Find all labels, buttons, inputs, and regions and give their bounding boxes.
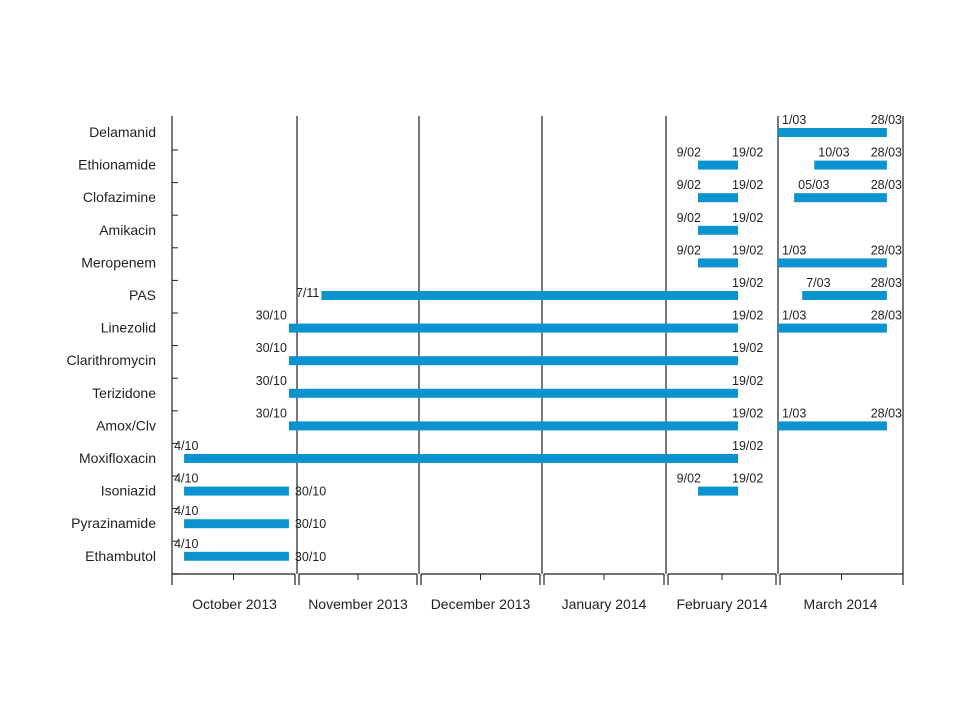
- treatment-bar: [698, 225, 738, 235]
- month-tick-label: October 2013: [192, 596, 277, 612]
- treatment-bar: [802, 291, 887, 300]
- drug-label: Delamanid: [89, 124, 156, 140]
- bar-end-label: 28/03: [871, 113, 902, 127]
- treatment-bar: [698, 193, 738, 203]
- treatment-bar: [778, 258, 887, 268]
- treatment-bar: [288, 323, 738, 333]
- drug-label: Meropenem: [81, 254, 156, 270]
- bar-start-label: 1/03: [782, 243, 806, 257]
- bar-start-label: 9/02: [677, 472, 701, 486]
- treatment-bar: [184, 519, 289, 529]
- bar-start-label: 10/03: [818, 146, 849, 160]
- month-tick-label: December 2013: [431, 596, 531, 612]
- drug-label: Ethambutol: [85, 548, 156, 564]
- treatment-bar: [288, 388, 738, 398]
- treatment-bar: [288, 421, 738, 431]
- treatment-bar: [778, 421, 887, 431]
- bar-end-label: 19/02: [732, 276, 763, 290]
- month-gridlines: [296, 116, 904, 574]
- bar-start-label: 7/03: [806, 276, 830, 290]
- bar-end-label: 30/10: [295, 517, 326, 531]
- bar-end-label: 28/03: [871, 406, 902, 420]
- treatment-bar: [778, 323, 887, 333]
- month-tick-label: February 2014: [676, 596, 767, 612]
- bar-end-label: 19/02: [732, 472, 763, 486]
- bar-end-label: 19/02: [732, 406, 763, 420]
- drug-label: Ethionamide: [78, 157, 156, 173]
- bar-start-label: 30/10: [256, 341, 287, 355]
- drug-label: Amikacin: [99, 222, 156, 238]
- bar-start-label: 1/03: [782, 113, 806, 127]
- treatment-bar: [184, 486, 289, 496]
- bar-end-label: 28/03: [871, 243, 902, 257]
- treatment-bar: [288, 356, 738, 366]
- bar-end-label: 19/02: [732, 146, 763, 160]
- drug-label: Pyrazinamide: [71, 515, 156, 531]
- bar-start-label: 7/11: [296, 286, 319, 300]
- treatment-bar: [321, 291, 738, 300]
- drug-label: Clarithromycin: [67, 352, 156, 368]
- treatment-bar: [698, 258, 738, 268]
- treatment-bar: [698, 160, 738, 170]
- drug-labels: Delamanid Ethionamide Clofazimine Amikacin M…: [67, 124, 157, 564]
- bar-end-label: 19/02: [732, 243, 763, 257]
- bar-start-label: 05/03: [798, 178, 829, 192]
- bar-end-label: 28/03: [871, 146, 902, 160]
- treatment-bar: [698, 486, 738, 496]
- bar-start-label: 30/10: [256, 406, 287, 420]
- bar-start-label: 9/02: [677, 211, 701, 225]
- bar-start-label: 1/03: [782, 406, 806, 420]
- treatment-bar: [184, 551, 289, 561]
- bar-start-label: 1/03: [782, 309, 806, 323]
- bar-end-label: 19/02: [732, 211, 763, 225]
- bar-end-label: 19/02: [732, 374, 763, 388]
- date-labels: 1/03 28/03 9/02 19/02 10/03 28/03 9/02 19/02 05/…: [174, 113, 902, 564]
- treatment-bar: [778, 128, 887, 137]
- bar-end-label: 28/03: [871, 276, 902, 290]
- drug-label: Linezolid: [101, 320, 156, 336]
- bar-end-label: 19/02: [732, 178, 763, 192]
- drug-label: PAS: [129, 287, 156, 303]
- month-tick-label: November 2013: [308, 596, 408, 612]
- bar-end-label: 28/03: [871, 309, 902, 323]
- drug-label: Clofazimine: [83, 189, 156, 205]
- bar-start-label: 30/10: [256, 309, 287, 323]
- bar-end-label: 30/10: [295, 550, 326, 564]
- drug-label: Terizidone: [92, 385, 156, 401]
- bar-end-label: 30/10: [295, 485, 326, 499]
- bar-end-label: 28/03: [871, 178, 902, 192]
- treatment-bars: [184, 128, 887, 561]
- bar-start-label: 30/10: [256, 374, 287, 388]
- bar-start-label: 9/02: [677, 178, 701, 192]
- axes: [171, 116, 904, 585]
- month-labels: October 2013 November 2013 December 2013 Ja…: [192, 596, 878, 612]
- bar-end-label: 19/02: [732, 439, 763, 453]
- treatment-bar: [814, 160, 887, 170]
- bar-end-label: 19/02: [732, 309, 763, 323]
- treatment-bar: [794, 193, 887, 203]
- bar-start-label: 9/02: [677, 146, 701, 160]
- drug-label: Moxifloxacin: [79, 450, 156, 466]
- bar-start-label: 9/02: [677, 243, 701, 257]
- drug-label: Amox/Clv: [96, 417, 156, 433]
- bar-start-label: 4/10: [174, 439, 198, 453]
- treatment-bar: [184, 454, 738, 463]
- bar-start-label: 4/10: [174, 504, 198, 518]
- bar-start-label: 4/10: [174, 472, 198, 486]
- month-tick-label: January 2014: [562, 596, 647, 612]
- month-tick-label: March 2014: [804, 596, 878, 612]
- bar-end-label: 19/02: [732, 341, 763, 355]
- drug-label: Isoniazid: [101, 483, 156, 499]
- bar-start-label: 4/10: [174, 537, 198, 551]
